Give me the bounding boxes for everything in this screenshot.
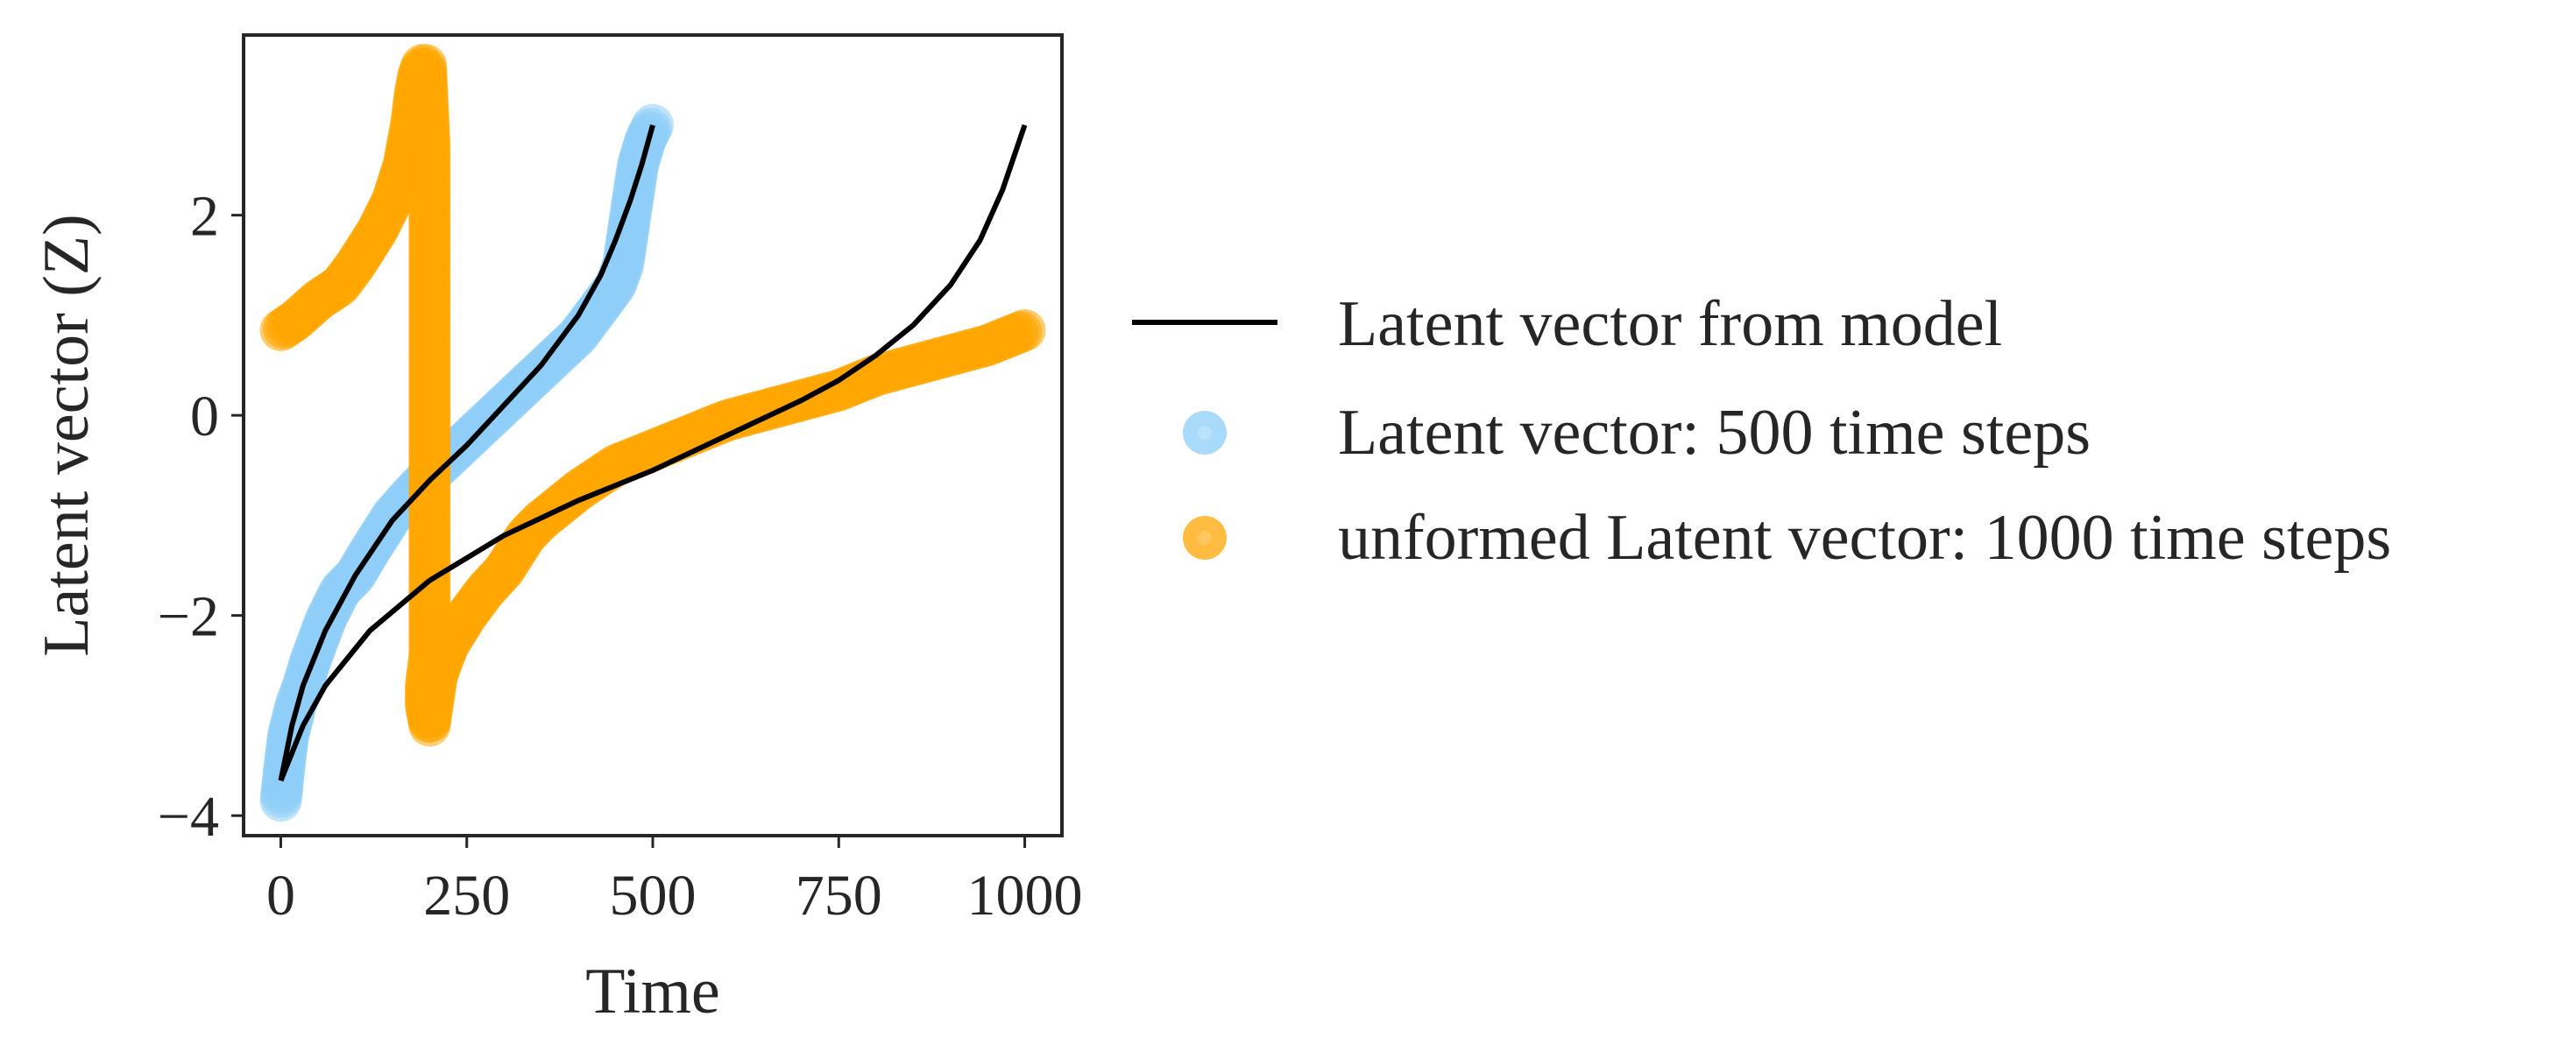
point-1000-steps [1003,309,1046,351]
legend-label-1000-steps: unformed Latent vector: 1000 time steps [1338,502,2391,574]
legend-marker-500-steps-center [1198,426,1212,440]
legend-label-500-steps: Latent vector: 500 time steps [1338,397,2091,469]
y-tick-label: 0 [190,385,219,448]
model-line-segment-1 [278,124,655,781]
legend-label-model: Latent vector from model [1338,288,2002,360]
legend: Latent vector from model Latent vector: … [1132,288,2391,574]
y-tick-label: 2 [190,185,219,249]
model-line-segment-2 [278,124,1028,782]
x-axis-ticks: 0 250 500 750 1000 [266,836,1083,928]
x-axis-label: Time [585,956,720,1027]
series-model-lines [278,124,1028,782]
x-tick-label: 250 [423,864,510,928]
series-1000-steps-points [259,44,1046,747]
y-axis-label: Latent vector (Z) [31,214,103,656]
y-tick-label: −2 [158,585,219,649]
y-axis-ticks: −4 −2 0 2 [158,185,244,849]
x-tick-label: 750 [796,864,882,928]
x-tick-label: 1000 [967,864,1083,928]
x-tick-label: 0 [266,864,295,928]
y-tick-label: −4 [158,785,219,849]
x-tick-label: 500 [610,864,697,928]
legend-marker-1000-steps-center [1198,531,1212,545]
